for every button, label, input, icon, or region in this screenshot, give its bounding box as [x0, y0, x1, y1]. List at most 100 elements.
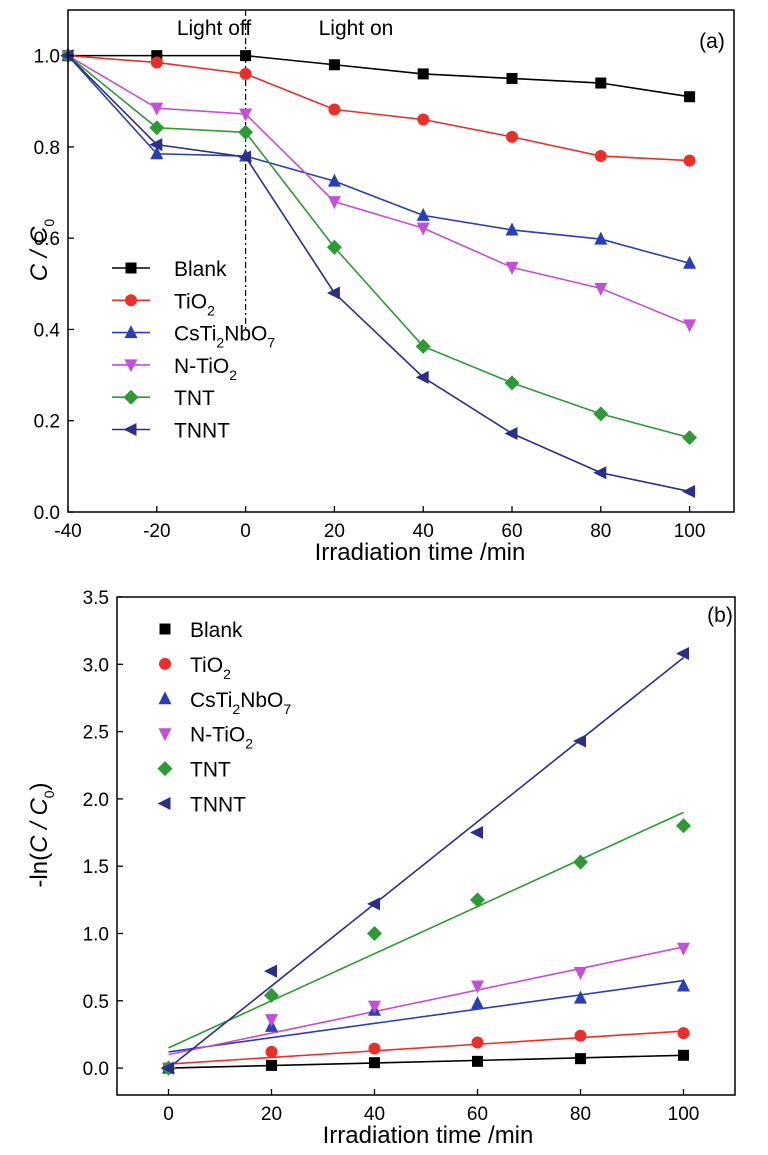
legend-label: N-TiO2 [190, 724, 253, 752]
data-point [504, 427, 518, 441]
x-tick-label: 60 [501, 521, 522, 542]
x-tick-label: 80 [570, 1104, 591, 1125]
y-axis-title-b-main: C / C [26, 798, 53, 853]
y-tick-label: 1.0 [34, 47, 60, 68]
data-point [573, 734, 586, 748]
legend-label: TNNT [190, 794, 246, 817]
data-point [416, 222, 430, 236]
data-point [677, 978, 690, 992]
y-tick-label: 3.0 [83, 655, 109, 676]
y-tick-label: 0.4 [34, 320, 61, 341]
data-point [575, 1053, 586, 1065]
legend-item: TiO2 [112, 290, 215, 318]
x-tick-label: 0 [240, 521, 251, 542]
chart-panel-a: -40 -20 0 20 40 60 80 100 0.0 0.2 0.4 0.6 0.8 1.0 Bla… [26, 9, 735, 566]
legend-marker [125, 294, 137, 307]
data-point [683, 154, 696, 167]
data-point [470, 892, 485, 908]
y-axis-title-b: -ln(C / C0) [26, 782, 57, 887]
fit-line [168, 946, 684, 1056]
series-line [67, 55, 690, 265]
data-point [676, 647, 689, 661]
legend-marker [157, 797, 171, 810]
data-point [505, 222, 519, 236]
data-point [594, 150, 607, 163]
data-point [594, 282, 608, 296]
y-tick-label: 0.0 [83, 1059, 109, 1080]
data-point [471, 995, 484, 1009]
light-off-label: Light off [177, 17, 252, 40]
plot-frame [67, 9, 735, 513]
y-tick-label: 2.0 [83, 790, 109, 811]
legend-marker [125, 262, 137, 274]
data-point [593, 466, 607, 480]
y-tick-label: 3.5 [83, 588, 109, 609]
data-point [678, 1049, 689, 1061]
legend-marker [159, 657, 171, 670]
fit-line [168, 1030, 684, 1065]
x-axis-title-a: Irradiation time /min [315, 539, 526, 566]
data-point [472, 1055, 483, 1067]
data-point [368, 1000, 381, 1014]
series-line [67, 54, 690, 326]
y-axis-title-b-post: ) [26, 782, 53, 790]
series-line [67, 55, 690, 493]
legend-label: CsTi2NbO7 [190, 689, 291, 717]
x-tick-label: 60 [467, 1104, 488, 1125]
data-point [367, 897, 380, 911]
data-point [682, 484, 696, 498]
data-point [676, 818, 691, 834]
data-point [416, 207, 430, 221]
data-point [238, 150, 252, 164]
series-TNNT [60, 49, 696, 498]
data-point [326, 286, 340, 300]
data-point [150, 102, 164, 116]
chart-panel-b: 0 20 40 60 80 100 0.0 0.5 1.0 1.5 2.0 2.5 3.0 3.5 Bla… [26, 588, 736, 1149]
y-axis-title-a-main: C / C [26, 226, 53, 281]
legend-item: CsTi2NbO7 [112, 323, 275, 351]
data-point [684, 91, 696, 103]
legend-label: TNT [174, 387, 215, 410]
y-axis-title-b-pre: -ln( [26, 853, 53, 888]
x-tick-label: 80 [590, 521, 611, 542]
series-TNT [161, 818, 691, 1076]
data-point [415, 370, 429, 384]
series-line [67, 54, 690, 162]
y-tick-label: 0.0 [34, 503, 60, 524]
data-point [150, 146, 164, 160]
y-tick-label: 0.6 [34, 229, 60, 250]
data-point [239, 67, 252, 80]
legend-item: TNT [157, 759, 231, 782]
legend-item: CsTi2NbO7 [158, 689, 291, 717]
legend-item: TiO2 [159, 654, 231, 682]
data-point [328, 103, 341, 116]
y-axis-title-a-sub: 0 [41, 219, 57, 227]
x-tick-label: 20 [261, 1104, 282, 1125]
legend-marker [157, 761, 173, 777]
data-point [593, 406, 609, 422]
data-point [595, 77, 607, 89]
legend-marker [124, 359, 138, 373]
svg-text:C / C0: C / C0 [26, 219, 57, 282]
data-point [264, 964, 277, 978]
data-point [328, 59, 340, 71]
legend-item: TNNT [112, 420, 230, 443]
y-tick-label: 1.0 [83, 924, 109, 945]
data-point [327, 196, 341, 210]
data-point [239, 108, 253, 122]
legend-label: TNT [190, 759, 231, 782]
x-tick-label: 100 [668, 1104, 700, 1125]
data-point [149, 120, 165, 136]
y-tick-label: 0.5 [83, 992, 109, 1013]
legend-marker [124, 325, 138, 339]
plot-frame [116, 596, 736, 1096]
legend-label: N-TiO2 [174, 355, 237, 383]
fit-line [168, 1054, 684, 1069]
data-point [326, 239, 342, 255]
data-point [471, 1036, 484, 1049]
data-point [327, 173, 341, 187]
legend-marker [158, 691, 172, 705]
data-point [238, 124, 254, 140]
series-TiO2 [162, 1027, 690, 1075]
